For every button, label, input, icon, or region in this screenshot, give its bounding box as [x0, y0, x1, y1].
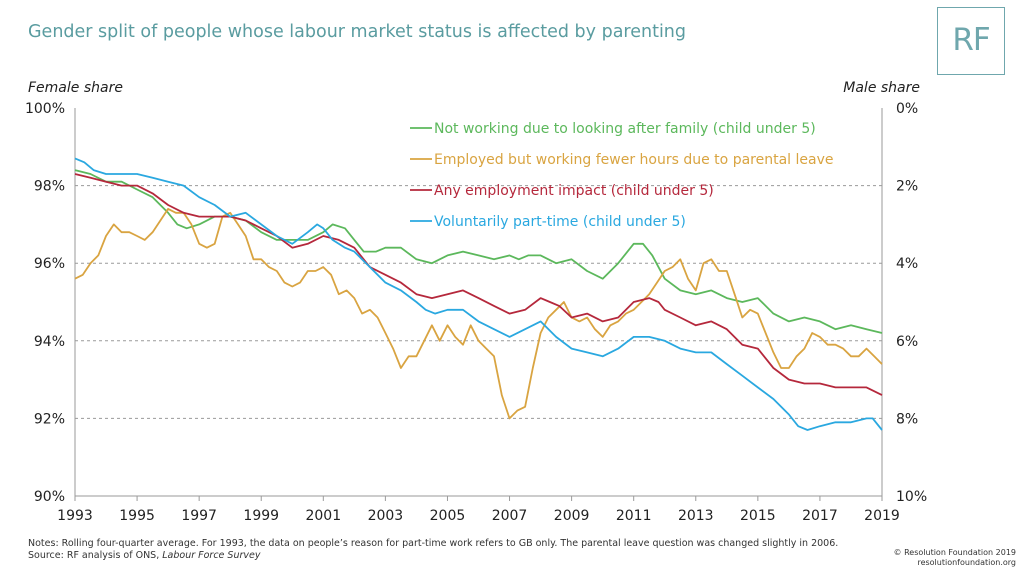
x-tick-label: 2017 [802, 508, 838, 524]
legend-label: Any employment impact (child under 5) [434, 183, 714, 199]
x-tick-label: 2007 [492, 508, 528, 524]
series-line [74, 173, 883, 396]
chart-title: Gender split of people whose labour mark… [28, 22, 687, 42]
copyright: © Resolution Foundation 2019 [893, 548, 1016, 557]
y2-tick-label: 2% [896, 179, 918, 195]
source-line: Source: RF analysis of ONS, Labour Force… [28, 550, 838, 562]
legend-label: Voluntarily part-time (child under 5) [434, 214, 686, 230]
x-tick-label: 2009 [554, 508, 590, 524]
x-tick-label: 2019 [864, 508, 900, 524]
credit: © Resolution Foundation 2019 resolutionf… [894, 548, 1016, 568]
series-line [74, 208, 883, 420]
x-tick-label: 2001 [305, 508, 341, 524]
notes-line: Notes: Rolling four-quarter average. For… [28, 538, 839, 549]
series-line [74, 169, 883, 334]
y2-tick-label: 10% [896, 489, 927, 505]
y-tick-label: 98% [34, 179, 65, 195]
series-lines [74, 157, 883, 431]
y2-tick-label: 6% [896, 334, 918, 350]
y-tick-label: 92% [34, 411, 65, 427]
axes [74, 108, 883, 501]
rf-logo: RF [937, 7, 1005, 75]
series-line [74, 157, 883, 431]
x-tick-label: 2013 [678, 508, 714, 524]
x-tick-label: 2015 [740, 508, 776, 524]
x-tick-label: 1995 [119, 508, 155, 524]
x-tick-label: 2005 [430, 508, 466, 524]
y2-tick-label: 8% [896, 411, 918, 427]
y-tick-label: 94% [34, 334, 65, 350]
x-tick-label: 2003 [368, 508, 404, 524]
right-axis-caption: Male share [843, 80, 920, 96]
source-name: Labour Force Survey [162, 550, 261, 561]
y-tick-label: 90% [34, 489, 65, 505]
gridlines [75, 185, 882, 419]
source-prefix: Source: RF analysis of ONS, [28, 550, 163, 561]
x-tick-label: 1993 [57, 508, 93, 524]
legend-label: Not working due to looking after family … [434, 121, 816, 137]
notes: Notes: Rolling four-quarter average. For… [28, 538, 838, 562]
x-tick-label: 2011 [616, 508, 652, 524]
website: resolutionfoundation.org [917, 558, 1016, 567]
y2-tick-label: 0% [896, 101, 918, 117]
tick-labels: 90% 10% 92% 8% 94% 6% 96% 4% 98% 2% 100% 0% 1993 1995… [25, 101, 927, 524]
legend-label: Employed but working fewer hours due to … [434, 152, 833, 168]
legend: Not working due to looking after family … [410, 121, 833, 230]
y-tick-label: 100% [25, 101, 65, 117]
y-tick-label: 96% [34, 256, 65, 272]
left-axis-caption: Female share [28, 80, 123, 96]
y2-tick-label: 4% [896, 256, 918, 272]
x-tick-label: 1999 [243, 508, 279, 524]
x-tick-label: 1997 [181, 508, 217, 524]
